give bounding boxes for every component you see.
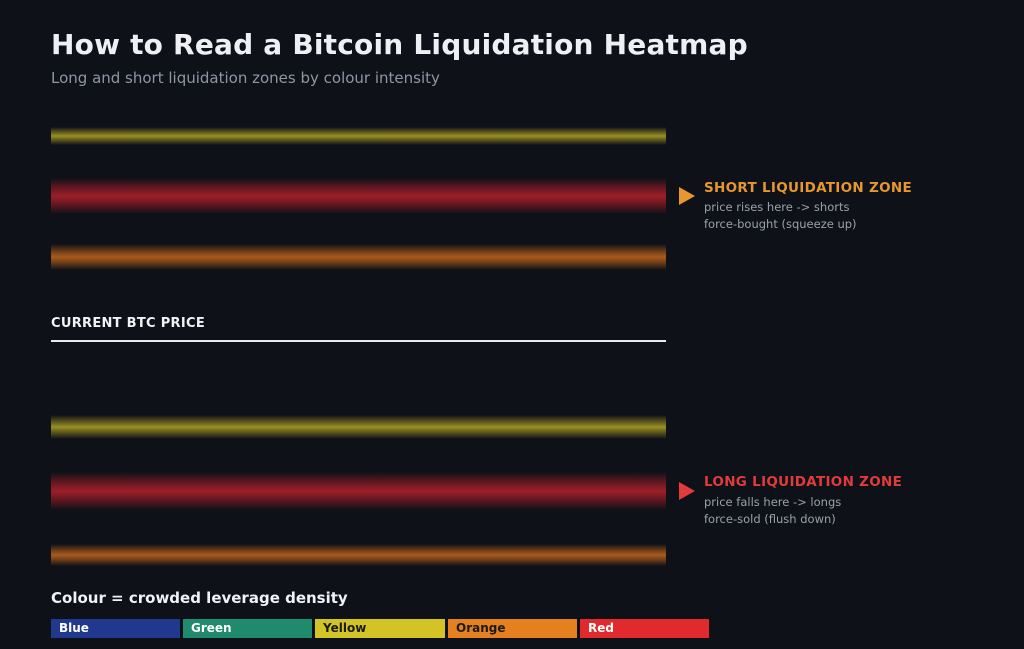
- current-price-line: [51, 340, 666, 342]
- long-zone-arrow-icon: [679, 482, 695, 500]
- short-zone-arrow-icon: [679, 187, 695, 205]
- legend-item-green: Green: [183, 619, 312, 638]
- color-legend: Blue Green Yellow Orange Red: [51, 619, 711, 638]
- short-zone-description-line-2: force-bought (squeeze up): [704, 217, 857, 231]
- short-zone-description-line-1: price rises here -> shorts: [704, 200, 850, 214]
- legend-item-blue: Blue: [51, 619, 180, 638]
- long-band-yellow: [51, 415, 666, 439]
- short-band-yellow: [51, 127, 666, 145]
- short-band-orange: [51, 244, 666, 270]
- current-price-label: CURRENT BTC PRICE: [51, 316, 206, 331]
- page-title: How to Read a Bitcoin Liquidation Heatma…: [51, 28, 748, 61]
- short-zone-title: SHORT LIQUIDATION ZONE: [704, 180, 912, 196]
- short-band-red: [51, 178, 666, 214]
- long-band-orange: [51, 544, 666, 566]
- legend-title: Colour = crowded leverage density: [51, 589, 348, 607]
- long-zone-title: LONG LIQUIDATION ZONE: [704, 474, 903, 490]
- legend-item-red: Red: [580, 619, 709, 638]
- legend-item-yellow: Yellow: [315, 619, 445, 638]
- long-zone-description-line-2: force-sold (flush down): [704, 512, 836, 526]
- page-subtitle: Long and short liquidation zones by colo…: [51, 69, 440, 87]
- long-zone-description-line-1: price falls here -> longs: [704, 495, 842, 509]
- long-band-red: [51, 472, 666, 510]
- legend-item-orange: Orange: [448, 619, 577, 638]
